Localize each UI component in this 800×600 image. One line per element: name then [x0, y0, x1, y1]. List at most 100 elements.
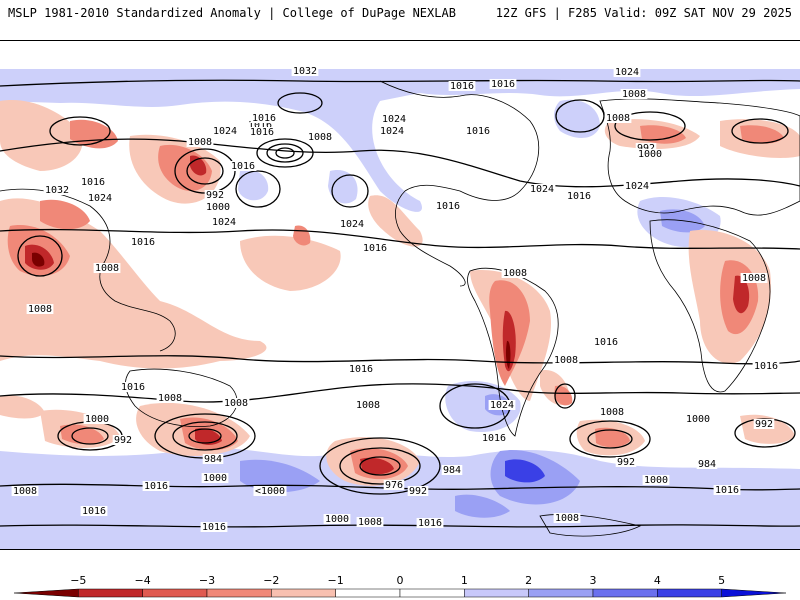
colorbar-swatch-pos3 [592, 588, 658, 598]
isobar-label: 1016 [416, 518, 444, 529]
isobar-label: 992 [204, 190, 226, 201]
isobar-label-bg [204, 202, 232, 212]
antarctic-strong-high-2 [455, 494, 510, 518]
isobar-label: 1000 [201, 473, 229, 484]
isobar-label-bg [448, 81, 476, 91]
isobar-label-bg [552, 355, 580, 365]
india-extreme-low [32, 252, 45, 267]
isobar-label: 1024 [623, 181, 651, 192]
isobar-label-bg [202, 454, 224, 464]
isobar-label-bg [604, 113, 632, 123]
isobar-label: 1008 [553, 513, 581, 524]
isobar-label: 1008 [222, 398, 250, 409]
isobar-label-bg [86, 193, 114, 203]
isobar-spac-low-1 [319, 437, 441, 495]
isobar-label-bg [112, 435, 134, 445]
isobar-label-bg [347, 364, 375, 374]
south-pacific-strong-low [360, 457, 394, 475]
colorbar-tick-label: −5 [70, 574, 86, 587]
isobar-label: 1032 [43, 185, 71, 196]
isobar-label: 1016 [592, 337, 620, 348]
isobar-label-text: 1016 [248, 120, 272, 131]
isobar-label-bg [119, 382, 147, 392]
isobar-label-text: 1024 [88, 193, 112, 204]
north-atlantic-low-core [640, 125, 686, 144]
isobar-label: 1024 [613, 67, 641, 78]
isobar-label-bg [43, 185, 71, 195]
isobar-label-bg [11, 486, 39, 496]
isobar-label: 1008 [354, 400, 382, 411]
isobar-satl-low-2 [587, 429, 633, 449]
colorbar-swatch-neg3 [142, 588, 208, 598]
isobar-label-bg [553, 513, 581, 523]
isobar-label-bg [407, 486, 429, 496]
isobar-label-bg [248, 127, 276, 137]
isobar-label-bg [246, 120, 274, 130]
isobar-arg-low [554, 383, 576, 409]
isobar-label: 1024 [210, 217, 238, 228]
isobar-label: 992 [407, 486, 429, 497]
colorbar-swatch-pos4 [657, 588, 722, 598]
isobar-label: 984 [696, 459, 718, 470]
isobar-label: 1008 [620, 89, 648, 100]
isobar-label-text: 976 [385, 480, 403, 491]
isobar-label-text: 1016 [250, 127, 274, 138]
isobar-label-text: 1008 [308, 132, 332, 143]
isobar-label: 1016 [129, 237, 157, 248]
isobar-label-text: 1024 [382, 114, 406, 125]
anomaly-map: 1032 1024 1016 1008 1024 1016 1008 1016 1032 1024… [0, 40, 800, 550]
mexico-low-anomaly [368, 195, 423, 247]
isobar-sind-low-2 [71, 427, 109, 445]
isobar-label-text: 1016 [131, 237, 155, 248]
colorbar-swatch-neg5 [13, 588, 79, 598]
isobar-label-bg [480, 433, 508, 443]
pacific-high-anomaly-2 [328, 170, 358, 204]
isobar-label-text: 1016 [567, 191, 591, 202]
isobar-label: 1016 [565, 191, 593, 202]
south-pacific-high-anomaly [445, 381, 521, 432]
isobar-label-text: 1000 [686, 414, 710, 425]
asia-coast [0, 188, 176, 352]
west-edge-low-anomaly [0, 395, 45, 419]
isobar-label-bg [156, 393, 184, 403]
isobar-greenland-high [555, 99, 605, 133]
isobar-label-bg [434, 201, 462, 211]
isobar-label-bg [501, 268, 529, 278]
isobar-label-bg [250, 113, 278, 123]
isobar-label-text: 1016 [363, 243, 387, 254]
isobar-label: 1016 [361, 243, 389, 254]
isobar-label-text: 992 [114, 435, 132, 446]
isobar-label-text: 1032 [45, 185, 69, 196]
isobar-india-low [17, 235, 63, 277]
isobar-label-text: 1016 [82, 506, 106, 517]
colorbar-swatches [13, 588, 787, 598]
isobar-label-bg [598, 407, 626, 417]
isobar-label-bg [211, 126, 239, 136]
central-pacific-low-anomaly [240, 235, 341, 291]
isobar-label: 1000 [83, 414, 111, 425]
isobar-label-text: 1016 [754, 361, 778, 372]
isobar-label: 992 [112, 435, 134, 446]
isobar-label-bg [488, 400, 516, 410]
isobar-label-text: 1008 [503, 268, 527, 279]
isobar-pac-high [331, 174, 369, 208]
isobar-label-bg [338, 219, 366, 229]
isobar-label-bg [489, 79, 517, 89]
isobar-north-2 [0, 138, 800, 188]
isobar-label: 984 [441, 465, 463, 476]
isobar-label-bg [356, 517, 384, 527]
isobar-label-bg [361, 243, 389, 253]
argentina-low-core [554, 385, 573, 406]
isobar-label-text: 1008 [158, 393, 182, 404]
isobar-label: 1016 [250, 113, 278, 124]
isobar-label-bg [79, 177, 107, 187]
russia-low-core [740, 125, 784, 144]
isobar-label-bg [378, 126, 406, 136]
isobar-label-text: 1008 [742, 273, 766, 284]
anomaly-colorbar: −5 −4 −3 −2 −1 0 1 2 3 4 5 [13, 574, 787, 598]
isobar-label: 1024 [211, 126, 239, 137]
isobar-label: 1000 [636, 149, 664, 160]
isobar-label-bg [592, 337, 620, 347]
isobar-label: 1016 [489, 79, 517, 90]
isobar-label-bg [565, 191, 593, 201]
